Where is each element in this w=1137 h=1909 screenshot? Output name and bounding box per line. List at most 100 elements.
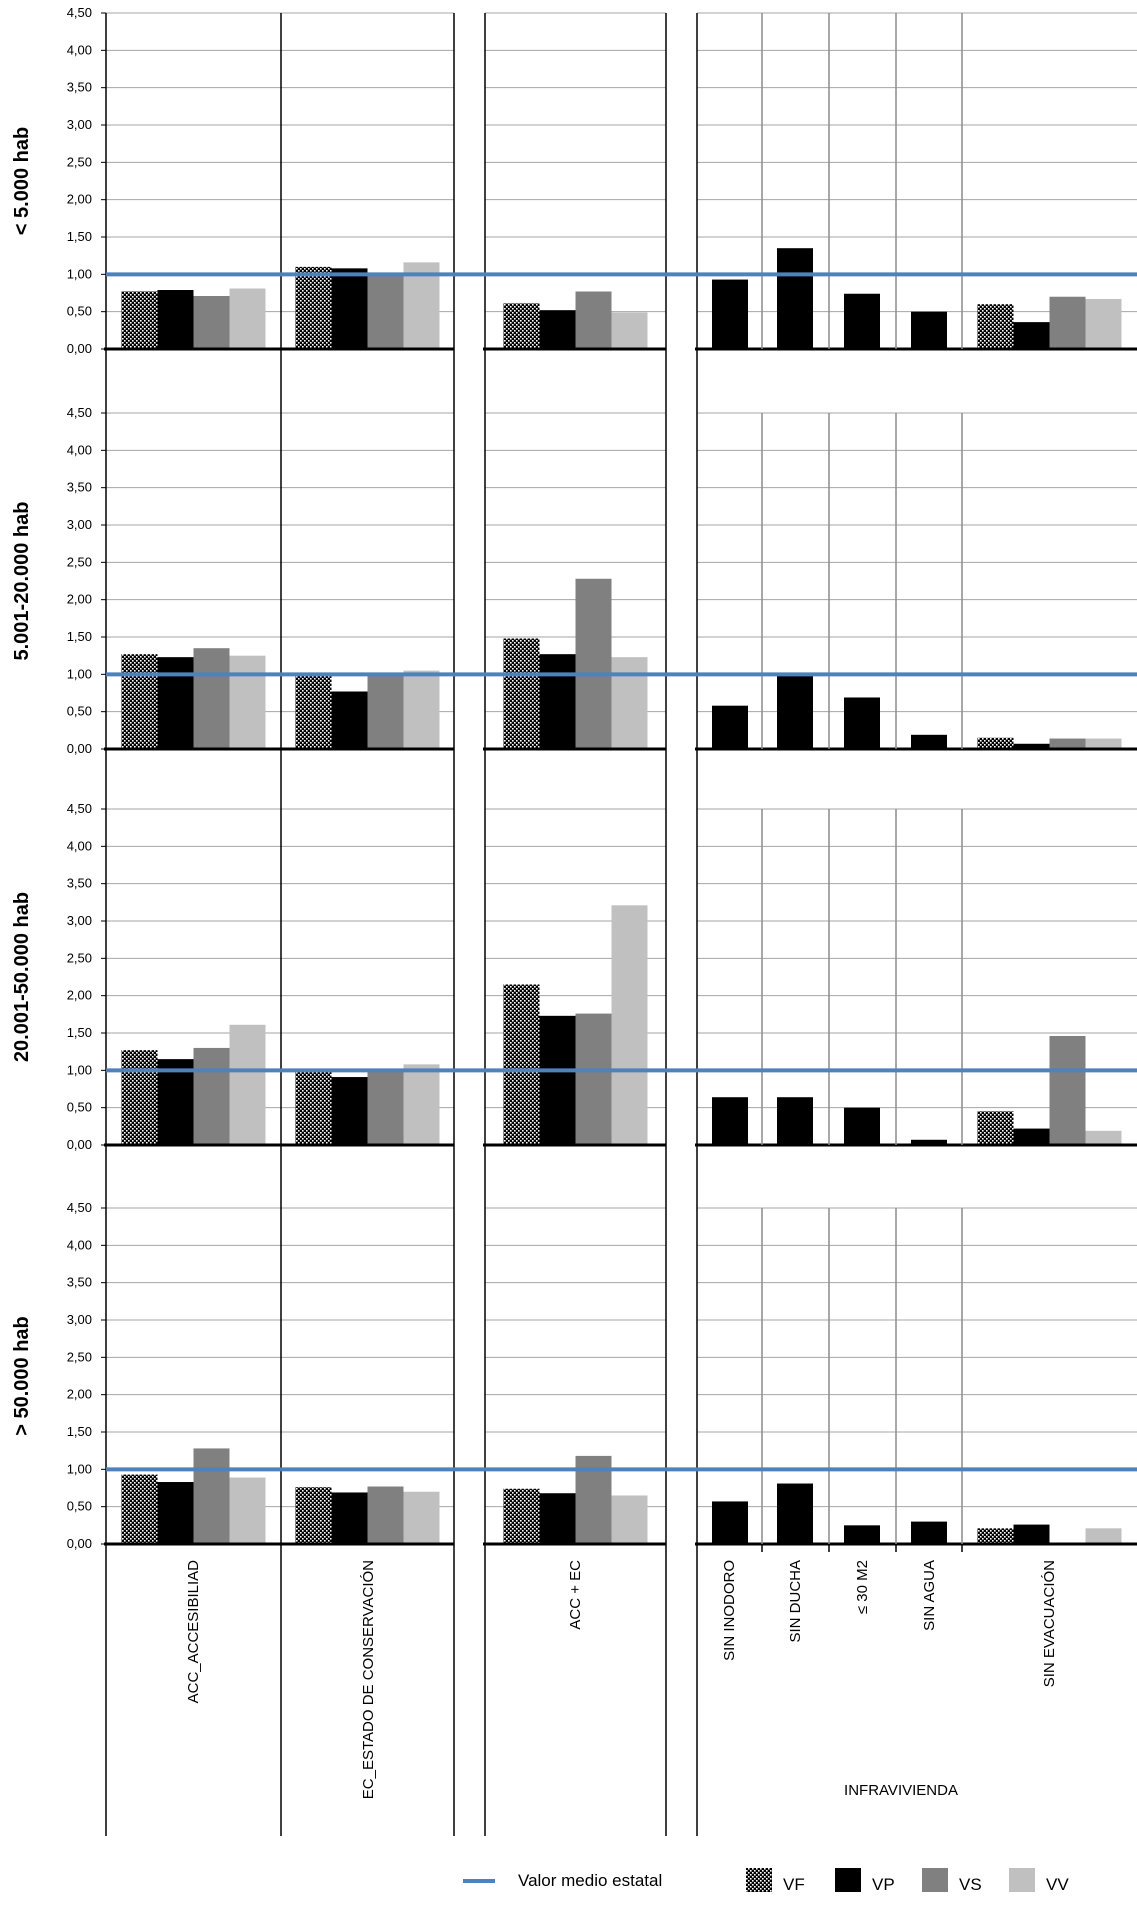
y-tick-label: 3,00 [67,913,92,928]
bar [229,288,266,349]
bar [844,1107,880,1145]
y-tick-label: 3,50 [67,80,92,95]
y-tick-label: 2,00 [67,988,92,1003]
bar [295,1070,332,1145]
y-tick-label: 1,00 [67,266,92,281]
y-tick-label: 1,00 [67,1461,92,1476]
bar [229,655,266,749]
bar [1049,1035,1086,1145]
bar [403,1491,440,1544]
legend-reference-label: Valor medio estatal [518,1871,662,1890]
legend-swatch [1009,1868,1035,1892]
y-tick-label: 1,50 [67,1025,92,1040]
bar [1085,298,1122,349]
bar [193,648,230,749]
bar [575,291,612,349]
category-label: SIN AGUA [921,1560,938,1631]
y-tick-label: 4,00 [67,42,92,57]
bar [1049,738,1086,749]
bar [911,1521,947,1544]
row-label: < 5.000 hab [11,127,33,235]
bar [712,705,748,749]
bar [1013,743,1050,749]
bar [229,1024,266,1145]
bar [911,1139,947,1145]
row-label: 5.001-20.000 hab [11,502,33,661]
bar [977,1111,1014,1145]
y-tick-label: 3,50 [67,480,92,495]
y-tick-label: 4,00 [67,838,92,853]
bar [157,1059,194,1145]
bar [575,578,612,749]
bar [367,1070,404,1145]
y-tick-label: 3,50 [67,876,92,891]
bar [403,670,440,749]
bar [121,291,158,349]
y-tick-label: 0,00 [67,341,92,356]
y-tick-label: 0,00 [67,1137,92,1152]
bar [844,697,880,749]
legend-swatch [835,1868,861,1892]
bar [539,310,576,349]
bar [611,312,648,349]
bar [503,984,540,1145]
legend-swatch [922,1868,948,1892]
bar [331,268,368,349]
y-tick-label: 0,50 [67,704,92,719]
bar [977,304,1014,349]
bar [611,657,648,749]
y-tick-label: 0,50 [67,1499,92,1514]
bar [295,674,332,749]
bar [844,1525,880,1544]
bar [157,290,194,349]
bar [611,905,648,1145]
legend-label: VP [872,1875,895,1894]
bar [157,657,194,749]
bar [331,1492,368,1544]
bar [193,1448,230,1544]
category-label: SIN DUCHA [787,1560,804,1643]
bar [539,654,576,749]
y-tick-label: 2,50 [67,554,92,569]
bar [331,1077,368,1145]
y-tick-label: 3,50 [67,1275,92,1290]
legend-label: VV [1046,1875,1069,1894]
bar [193,295,230,349]
bar [844,293,880,349]
y-tick-label: 3,00 [67,517,92,532]
y-tick-label: 1,50 [67,629,92,644]
bar [503,1488,540,1544]
y-tick-label: 4,50 [67,1200,92,1215]
bar [367,674,404,749]
bar [1085,1528,1122,1544]
bar [503,638,540,749]
bar [1013,1128,1050,1145]
y-tick-label: 4,50 [67,405,92,420]
bar [367,1486,404,1544]
bar [1013,1524,1050,1544]
bar [295,266,332,349]
y-tick-label: 1,50 [67,229,92,244]
bar [777,1483,813,1544]
y-tick-label: 1,00 [67,1062,92,1077]
category-label: ≤ 30 M2 [854,1560,871,1614]
bar [229,1477,266,1544]
row-label: 20.001-50.000 hab [11,892,33,1062]
y-tick-label: 2,00 [67,1387,92,1402]
y-tick-label: 2,50 [67,950,92,965]
category-label: SIN INODORO [721,1560,738,1661]
y-tick-label: 1,00 [67,666,92,681]
bar [539,1015,576,1145]
y-tick-label: 1,50 [67,1424,92,1439]
bar [977,737,1014,749]
category-label: ACC + EC [567,1560,584,1630]
bar [1013,322,1050,349]
bar [575,1013,612,1145]
bar [712,1501,748,1544]
category-label: SIN EVACUACIÓN [1041,1560,1058,1687]
y-tick-label: 2,50 [67,1349,92,1364]
y-tick-label: 2,00 [67,592,92,607]
y-tick-label: 2,50 [67,154,92,169]
